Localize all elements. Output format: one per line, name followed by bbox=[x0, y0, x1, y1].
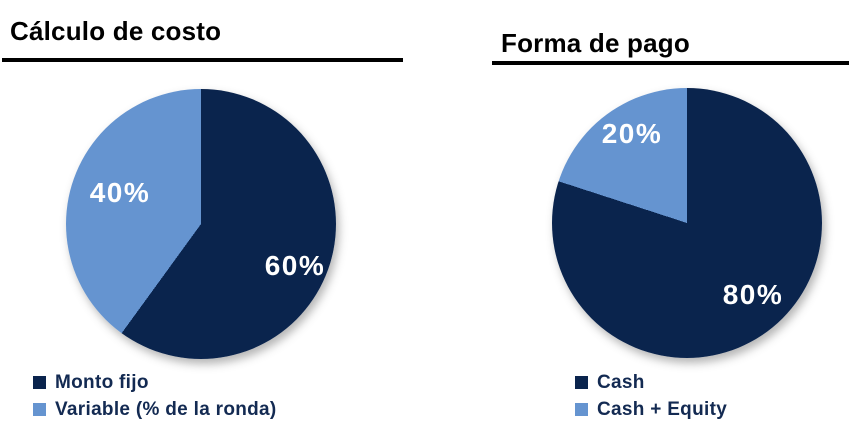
slice-label-variable-40: 40% bbox=[89, 177, 151, 208]
legend-label-monto-fijo: Monto fijo bbox=[55, 371, 149, 393]
legend-forma-de-pago: Cash Cash + Equity bbox=[575, 369, 727, 423]
legend-swatch-cash bbox=[575, 376, 588, 389]
chart-title-calculo-de-costo: Cálculo de costo bbox=[10, 16, 222, 46]
legend-swatch-cash-equity bbox=[575, 403, 588, 416]
slice-label-monto-fijo-60: 60% bbox=[264, 250, 326, 281]
slice-label-cash-80: 80% bbox=[722, 279, 784, 310]
legend-item-monto-fijo: Monto fijo bbox=[33, 369, 277, 396]
legend-calculo-de-costo: Monto fijo Variable (% de la ronda) bbox=[33, 369, 277, 423]
chart-title-forma-de-pago: Forma de pago bbox=[501, 28, 690, 58]
pie-chart-calculo-de-costo: 60% 40% bbox=[66, 89, 336, 359]
title-underline bbox=[2, 58, 403, 62]
slice-label-cash-equity-20: 20% bbox=[601, 118, 663, 149]
legend-item-cash: Cash bbox=[575, 369, 727, 396]
legend-label-variable: Variable (% de la ronda) bbox=[55, 398, 277, 420]
legend-label-cash-equity: Cash + Equity bbox=[597, 398, 728, 420]
pie-chart-forma-de-pago: 80% 20% bbox=[552, 88, 822, 358]
legend-swatch-variable bbox=[33, 403, 46, 416]
title-underline bbox=[492, 61, 849, 65]
legend-item-cash-equity: Cash + Equity bbox=[575, 396, 727, 423]
legend-swatch-monto-fijo bbox=[33, 376, 46, 389]
legend-item-variable: Variable (% de la ronda) bbox=[33, 396, 277, 423]
legend-label-cash: Cash bbox=[597, 371, 645, 393]
